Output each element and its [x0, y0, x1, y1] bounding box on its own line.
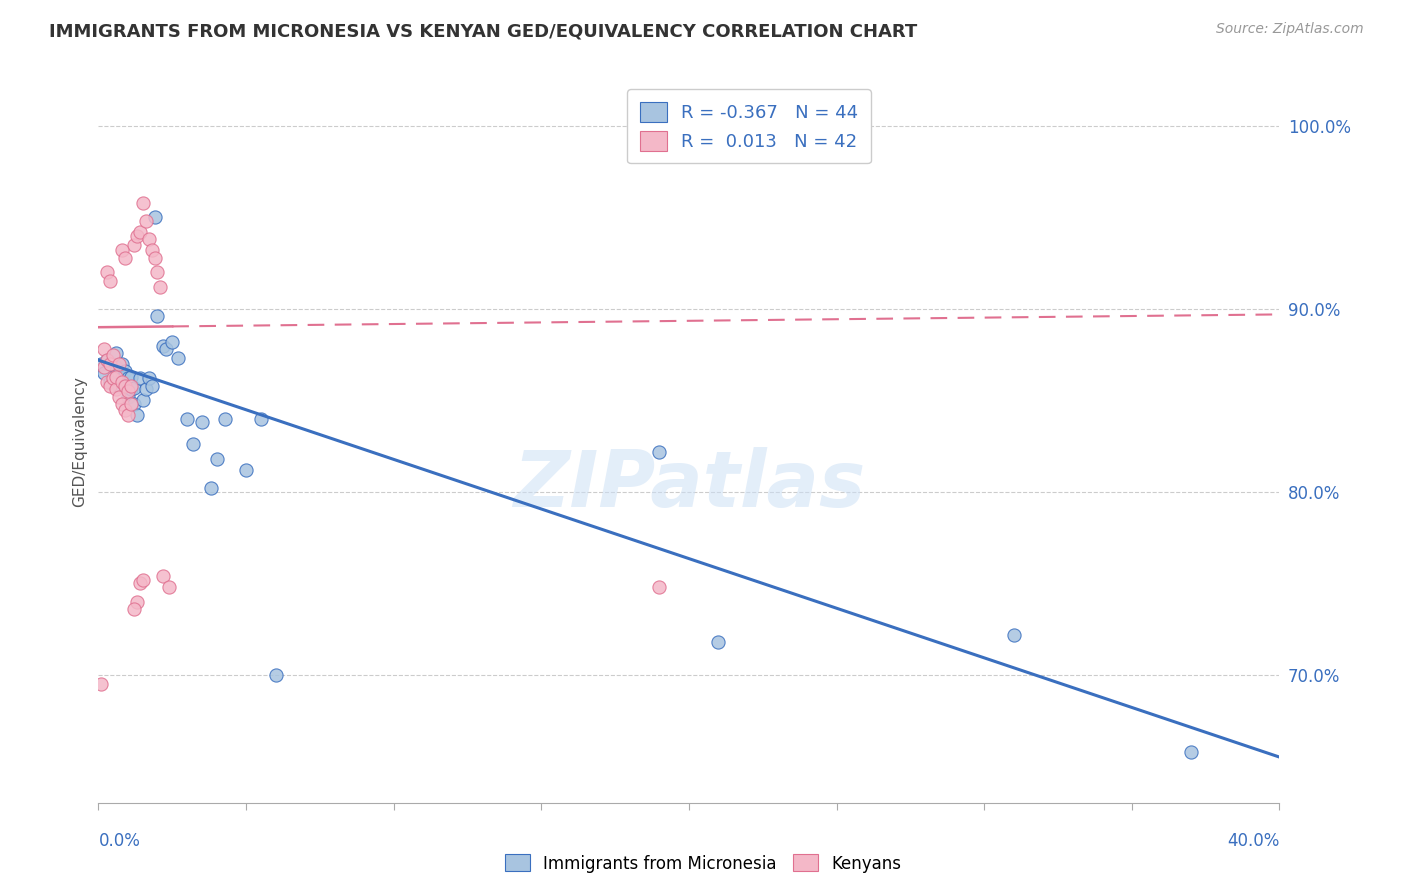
Point [108, 357, 131, 371]
Point [98, 275, 121, 289]
Point [103, 348, 125, 362]
Point [103, 371, 125, 385]
Text: Source: ZipAtlas.com: Source: ZipAtlas.com [1216, 22, 1364, 37]
Text: 40.0%: 40.0% [1227, 831, 1279, 850]
Point [141, 244, 163, 258]
Point [117, 371, 139, 385]
Point [132, 393, 155, 408]
Point [96, 265, 118, 279]
Text: IMMIGRANTS FROM MICRONESIA VS KENYAN GED/EQUIVALENCY CORRELATION CHART: IMMIGRANTS FROM MICRONESIA VS KENYAN GED… [49, 22, 918, 40]
Point [96, 375, 118, 389]
Point [105, 369, 128, 384]
Point [90, 677, 112, 691]
Point [200, 481, 222, 495]
Point [157, 580, 180, 594]
Point [214, 411, 236, 425]
Point [122, 397, 145, 411]
Point [648, 444, 671, 458]
Point [176, 411, 198, 425]
Point [108, 366, 131, 380]
Point [98, 375, 121, 389]
Point [117, 408, 139, 422]
Point [135, 383, 157, 397]
Point [122, 238, 145, 252]
Point [108, 390, 131, 404]
Point [114, 251, 136, 265]
Point [114, 378, 136, 392]
Point [138, 232, 160, 246]
Point [120, 383, 142, 397]
Point [648, 580, 671, 594]
Point [93, 342, 115, 356]
Point [111, 371, 134, 385]
Point [181, 437, 204, 451]
Point [128, 576, 150, 591]
Point [117, 390, 139, 404]
Point [98, 378, 121, 392]
Point [128, 371, 150, 385]
Point [125, 594, 148, 608]
Point [117, 384, 139, 399]
Legend: R = -0.367   N = 44, R =  0.013   N = 42: R = -0.367 N = 44, R = 0.013 N = 42 [627, 89, 872, 163]
Point [250, 411, 273, 425]
Point [155, 342, 177, 356]
Point [114, 364, 136, 378]
Point [105, 383, 128, 397]
Point [128, 225, 150, 239]
Point [152, 569, 174, 583]
Point [111, 375, 134, 389]
Point [235, 463, 257, 477]
Point [122, 381, 145, 395]
Point [93, 366, 115, 380]
Point [96, 353, 118, 368]
Point [141, 378, 163, 392]
Point [98, 357, 121, 371]
Point [90, 357, 112, 371]
Point [149, 280, 172, 294]
Point [114, 378, 136, 392]
Point [125, 228, 148, 243]
Point [707, 635, 730, 649]
Point [191, 415, 214, 429]
Point [167, 351, 190, 366]
Point [120, 369, 142, 384]
Y-axis label: GED/Equivalency: GED/Equivalency [72, 376, 87, 507]
Point [1002, 627, 1025, 641]
Point [120, 397, 142, 411]
Point [103, 357, 125, 371]
Point [132, 195, 155, 210]
Point [105, 346, 128, 360]
Point [146, 265, 169, 279]
Point [108, 378, 131, 392]
Point [143, 251, 166, 265]
Point [1180, 745, 1202, 759]
Point [125, 408, 148, 422]
Text: ZIPatlas: ZIPatlas [513, 447, 865, 523]
Point [205, 451, 228, 466]
Point [105, 360, 128, 375]
Point [96, 353, 118, 368]
Point [122, 602, 145, 616]
Text: 0.0%: 0.0% [98, 831, 141, 850]
Point [143, 211, 166, 225]
Point [162, 334, 183, 349]
Point [138, 371, 160, 385]
Point [132, 573, 155, 587]
Point [152, 338, 174, 352]
Point [111, 357, 134, 371]
Point [120, 378, 142, 392]
Point [135, 214, 157, 228]
Point [114, 402, 136, 417]
Point [93, 360, 115, 375]
Point [264, 667, 287, 681]
Point [146, 310, 169, 324]
Legend: Immigrants from Micronesia, Kenyans: Immigrants from Micronesia, Kenyans [498, 847, 908, 880]
Point [111, 397, 134, 411]
Point [111, 244, 134, 258]
